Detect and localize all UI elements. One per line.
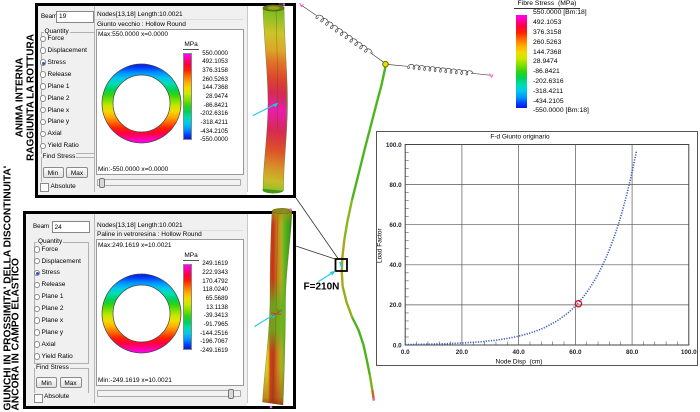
svg-text:Node Disp (cm): Node Disp (cm) [496, 359, 543, 366]
svg-text:60.0: 60.0 [569, 349, 582, 356]
svg-text:0.0: 0.0 [401, 349, 410, 356]
svg-text:100.0: 100.0 [681, 349, 697, 356]
svg-text:80.0: 80.0 [389, 182, 402, 189]
svg-text:0.0: 0.0 [393, 342, 402, 349]
svg-text:20.0: 20.0 [389, 302, 402, 309]
svg-text:Load Factor: Load Factor [377, 228, 384, 264]
svg-text:F=210N: F=210N [304, 282, 340, 293]
svg-text:40.0: 40.0 [389, 262, 402, 269]
svg-text:100.0: 100.0 [386, 142, 402, 149]
svg-text:20.0: 20.0 [456, 349, 469, 356]
svg-text:60.0: 60.0 [389, 222, 402, 229]
svg-text:40.0: 40.0 [513, 349, 526, 356]
svg-text:80.0: 80.0 [626, 349, 639, 356]
svg-text:F-d Giunto originario: F-d Giunto originario [490, 134, 550, 141]
